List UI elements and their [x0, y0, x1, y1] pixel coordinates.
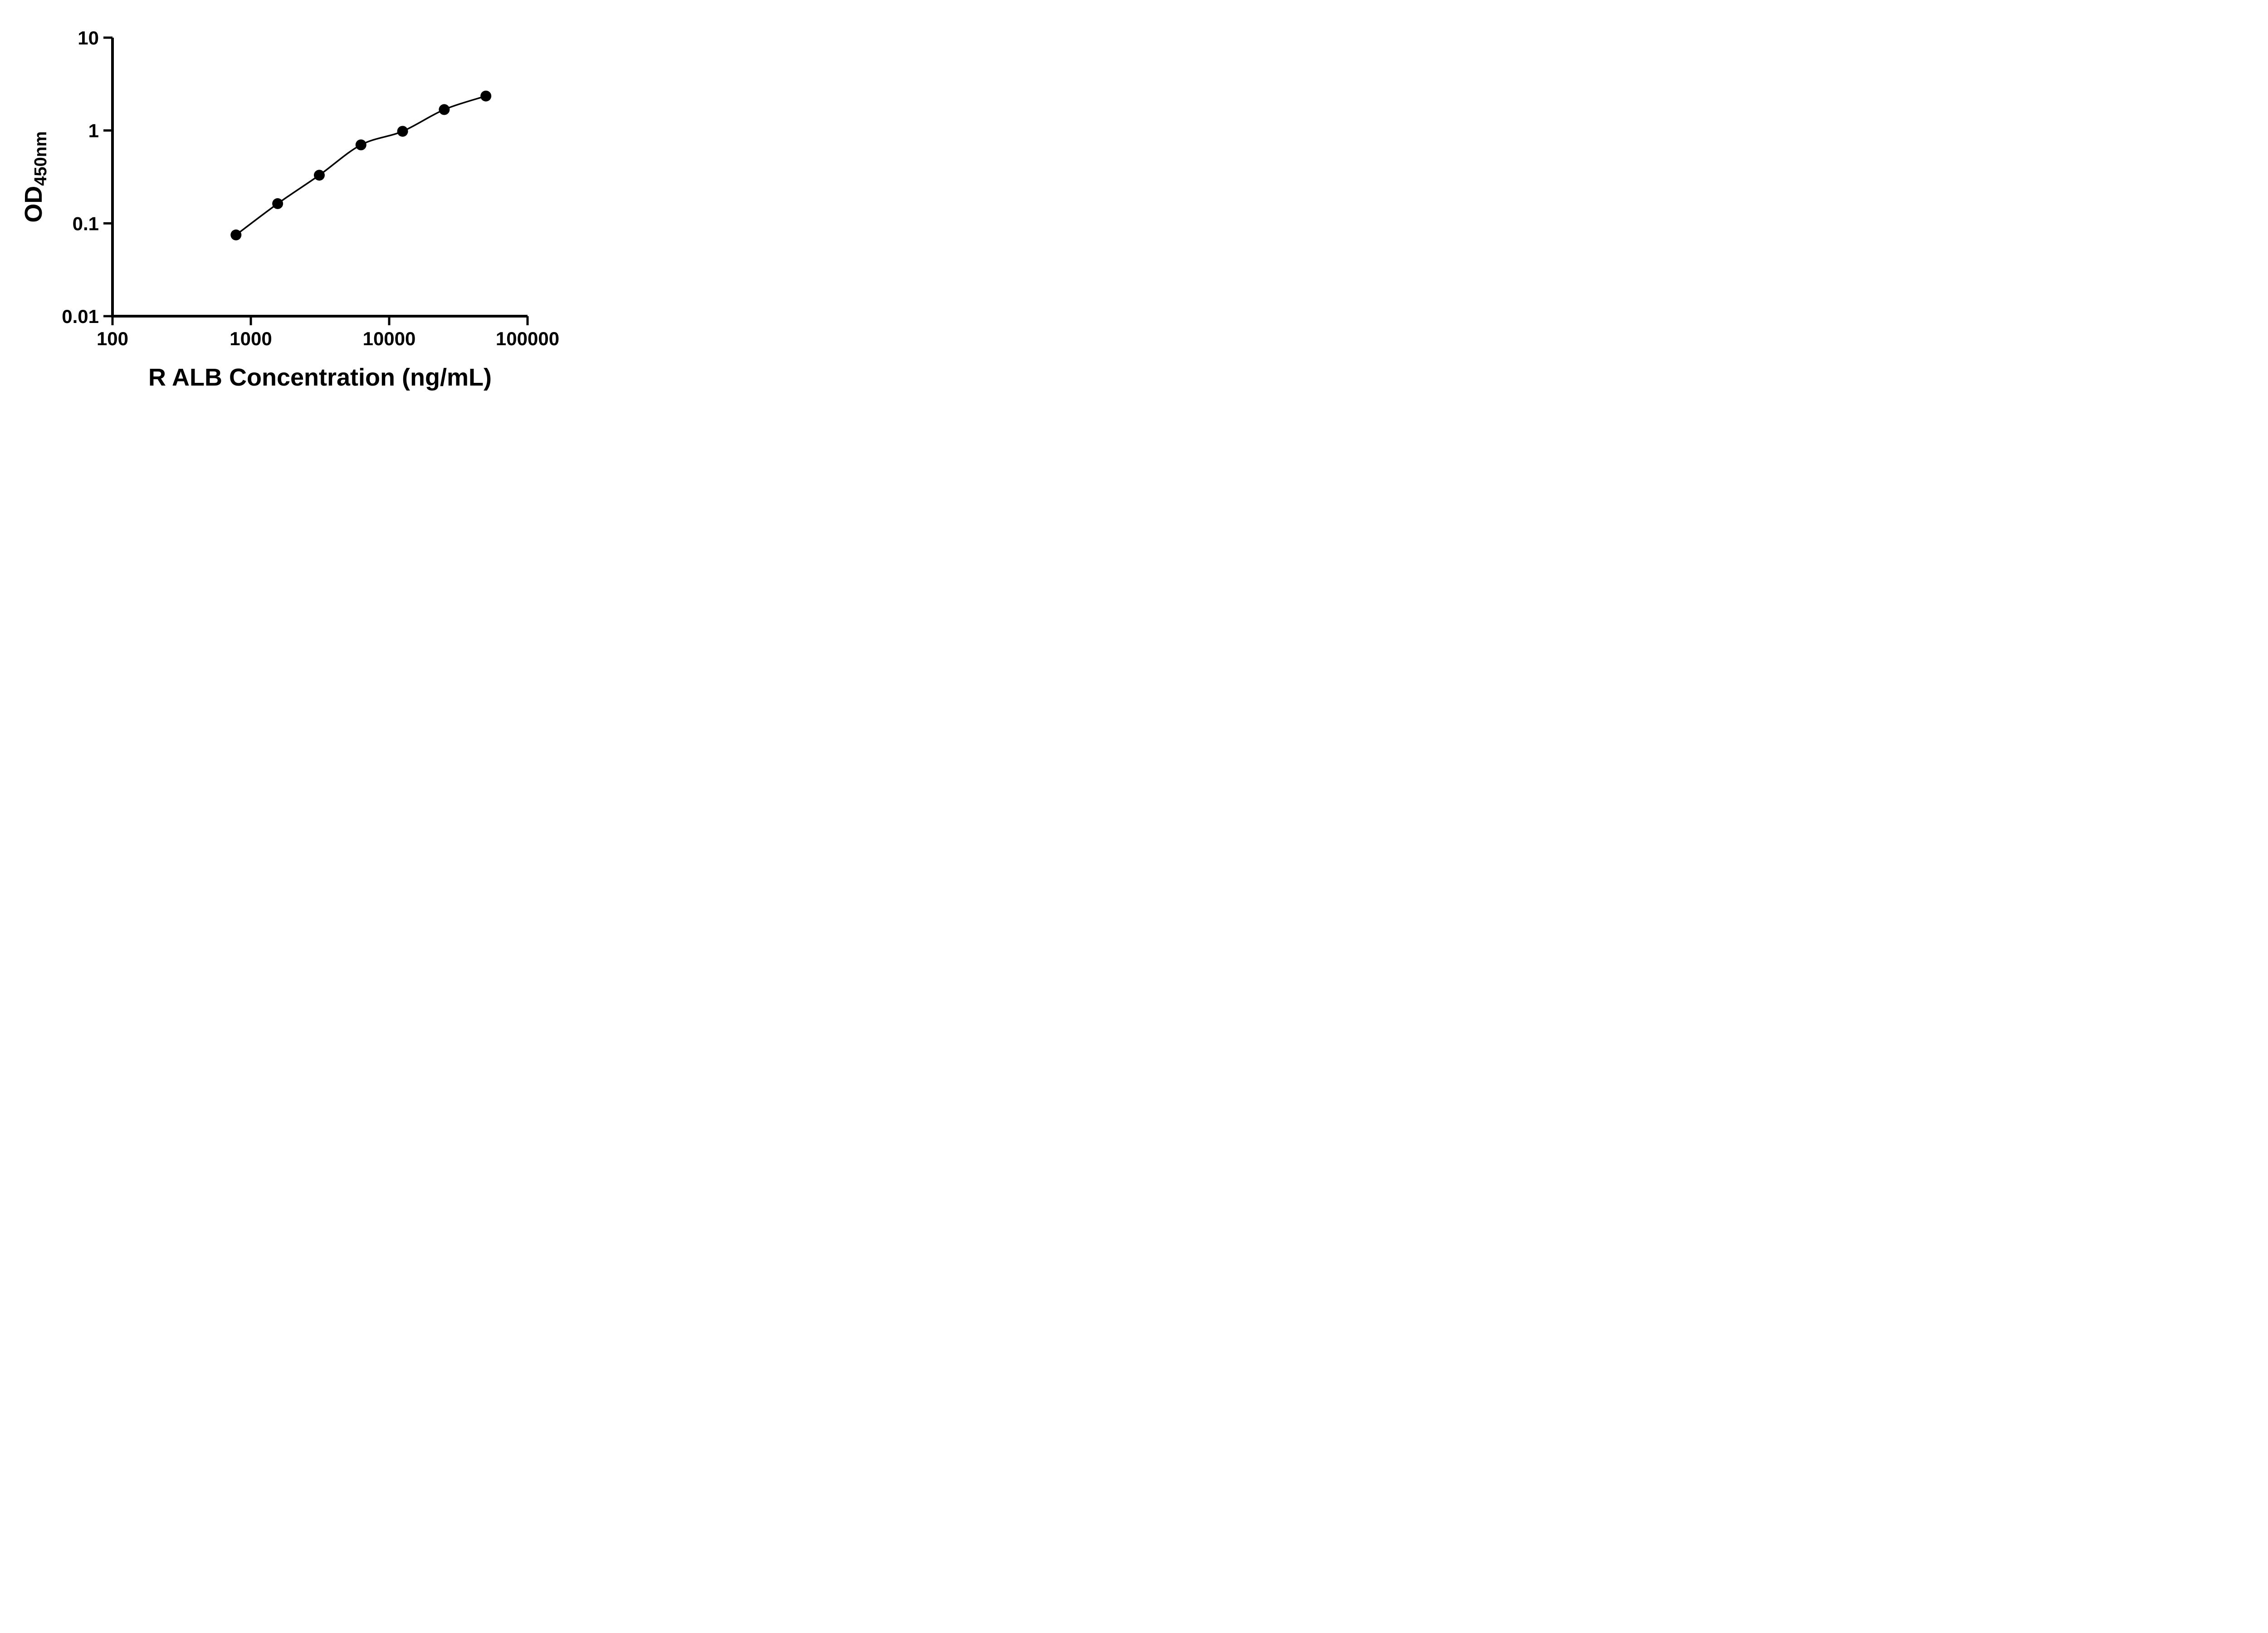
x-tick-label: 1000 [230, 328, 272, 349]
x-tick-label: 10000 [363, 328, 416, 349]
data-point [439, 104, 450, 115]
y-tick-label: 0.1 [73, 213, 99, 234]
x-tick-label: 100000 [496, 328, 559, 349]
data-point [480, 90, 492, 102]
data-point [313, 170, 325, 181]
data-point [397, 126, 408, 137]
data-point [355, 139, 367, 151]
x-axis-title: R ALB Concentration (ng/mL) [148, 364, 492, 391]
y-axis-title: OD450nm [20, 131, 50, 222]
chart-svg: 100 1000 10000 100000 0.01 0.1 1 10 R ALB Concen… [20, 27, 559, 391]
data-point [272, 198, 284, 209]
x-tick-label: 100 [97, 328, 128, 349]
y-tick-label: 0.01 [62, 306, 99, 327]
y-tick-label: 10 [78, 27, 99, 49]
y-tick-label: 1 [88, 120, 99, 142]
fit-curve [235, 95, 486, 236]
elisa-standard-curve-figure: 100 1000 10000 100000 0.01 0.1 1 10 R ALB Concen… [0, 0, 583, 408]
data-point [230, 229, 242, 240]
